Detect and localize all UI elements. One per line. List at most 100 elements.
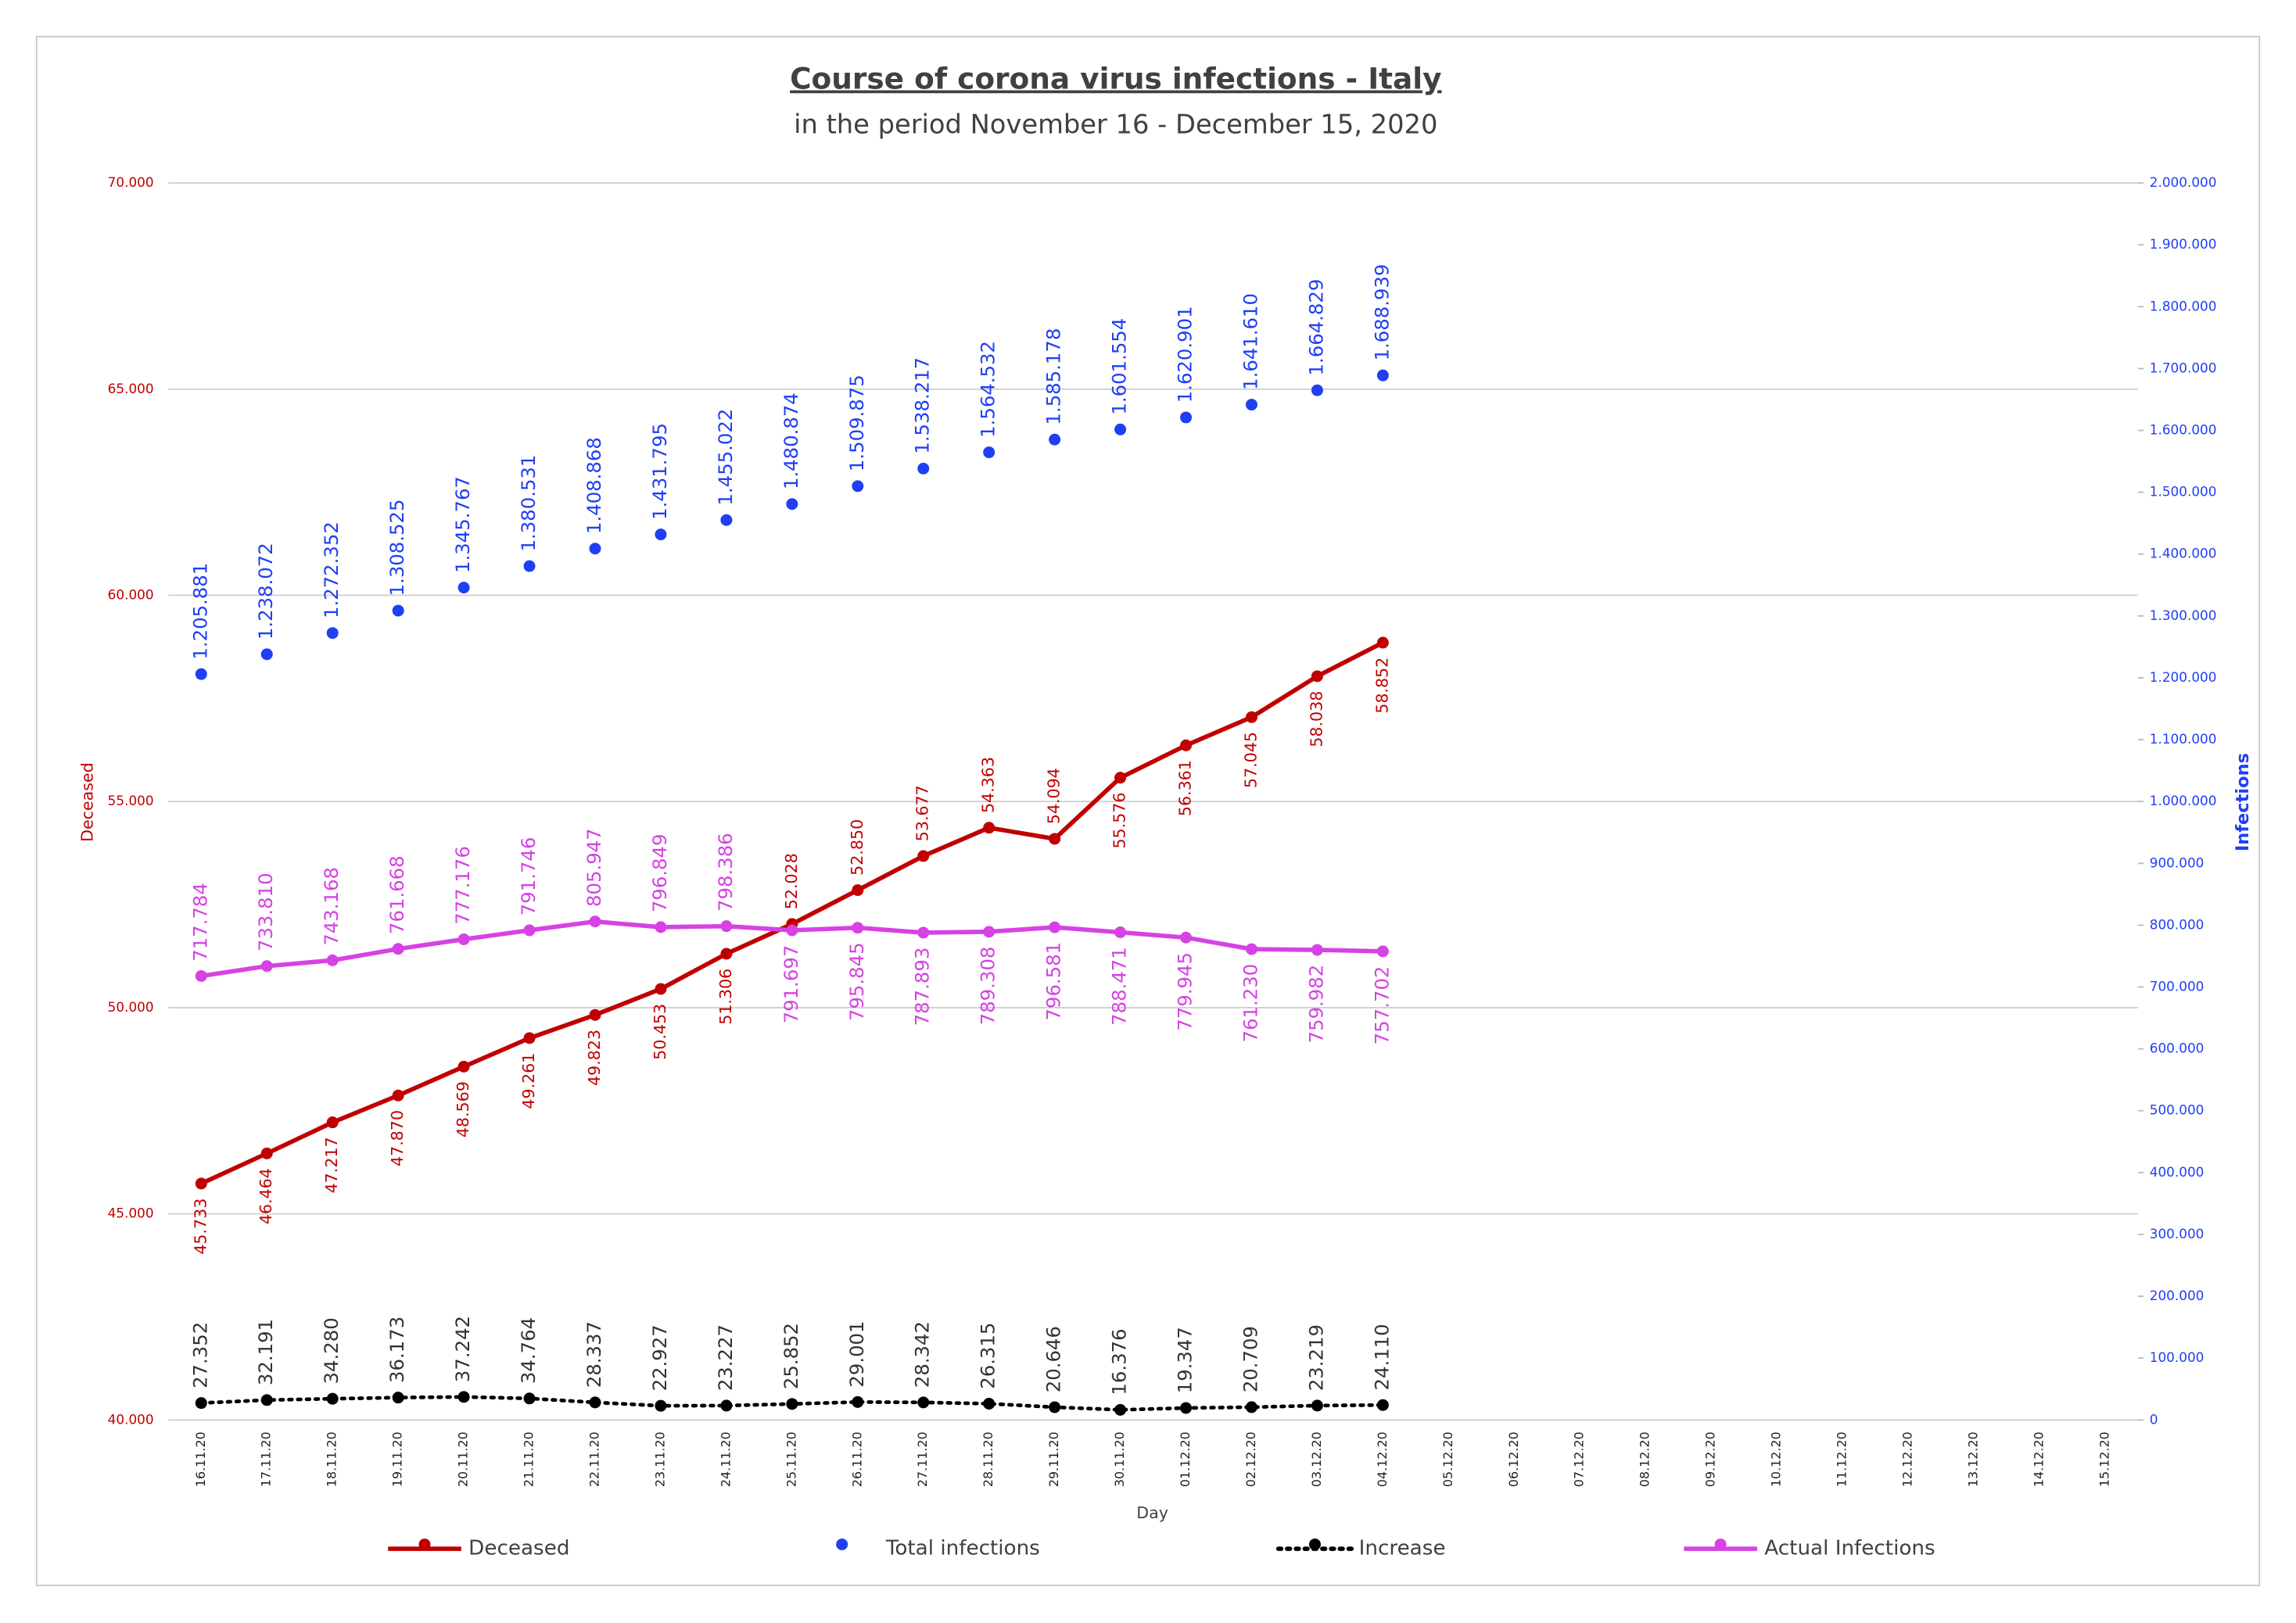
data-label: 789.308 [977,947,999,1026]
x-tick-label: 16.11.20 [193,1431,208,1487]
data-point [523,924,536,937]
data-point [852,1395,864,1408]
data-label: 34.764 [517,1317,540,1384]
y2-tick-label: 1.800.000 [2150,298,2217,313]
data-label: 1.601.554 [1108,318,1131,415]
data-point [917,462,930,475]
y2-tick-label: 700.000 [2150,979,2205,994]
data-point [1114,772,1127,784]
y2-tick-label: 0 [2150,1411,2158,1427]
legend-marker [1714,1538,1727,1550]
data-label: 1.380.531 [517,455,540,552]
data-point [195,668,207,680]
data-point [260,648,273,661]
data-label: 49.261 [519,1053,538,1109]
legend-label: Increase [1359,1537,1446,1560]
y-tick-label: 45.000 [108,1206,154,1221]
x-tick-label: 28.11.20 [981,1431,996,1487]
chart-frame [35,35,2261,1586]
y2-tick-label: 2.000.000 [2150,174,2217,190]
y2-axis-title: Infections [2233,753,2253,851]
data-label: 759.982 [1304,965,1327,1044]
data-label: 761.668 [386,855,408,934]
data-point [852,480,864,493]
y-tick-label: 55.000 [108,793,154,808]
data-point [1180,411,1193,424]
x-tick-label: 17.11.20 [259,1431,274,1487]
data-point [1180,1402,1193,1414]
x-tick-label: 08.12.20 [1638,1431,1652,1487]
data-point [1311,384,1323,396]
data-point [917,926,930,939]
data-point [983,1397,996,1410]
data-point [392,604,404,617]
data-label: 743.168 [320,867,343,946]
data-label: 1.585.178 [1042,328,1065,425]
data-point [523,1392,536,1405]
y-tick-label: 40.000 [108,1411,154,1427]
data-label: 52.850 [848,819,866,876]
data-point [457,1391,470,1403]
data-point [1049,921,1061,933]
data-label: 1.272.352 [320,521,343,618]
data-label: 47.217 [322,1137,341,1193]
x-tick-label: 23.11.20 [652,1431,667,1487]
data-label: 48.569 [454,1081,472,1138]
data-label: 57.045 [1241,732,1260,788]
y2-tick-label: 1.300.000 [2150,607,2217,623]
x-tick-label: 01.12.20 [1178,1431,1193,1487]
data-point [326,1116,339,1129]
y2-tick-label: 400.000 [2150,1164,2205,1180]
data-label: 34.280 [320,1317,343,1384]
x-tick-label: 13.12.20 [1965,1431,1980,1487]
data-point [1311,1399,1323,1412]
y-axis-title: Deceased [77,762,96,842]
y2-tick-label: 800.000 [2150,916,2205,932]
data-label: 54.363 [979,757,998,813]
data-point [195,1177,207,1190]
data-label: 45.733 [191,1198,210,1255]
data-point [1180,739,1193,751]
legend-marker [418,1538,431,1550]
data-label: 796.849 [648,834,671,913]
data-label: 788.471 [1108,947,1131,1026]
x-tick-label: 12.12.20 [1900,1431,1914,1487]
data-label: 796.581 [1042,942,1065,1021]
data-label: 1.408.868 [583,437,605,534]
x-tick-label: 02.12.20 [1243,1431,1258,1487]
legend-marker [1308,1538,1321,1550]
data-label: 29.001 [845,1320,868,1387]
data-label: 37.242 [451,1316,474,1382]
y2-tick-label: 1.600.000 [2150,422,2217,438]
data-point [720,920,733,933]
data-point [1114,423,1127,435]
data-point [326,954,339,966]
y2-tick-label: 1.700.000 [2150,360,2217,375]
data-label: 20.646 [1042,1326,1065,1392]
x-tick-label: 04.12.20 [1375,1431,1390,1487]
x-tick-label: 22.11.20 [587,1431,601,1487]
y2-tick-label: 1.100.000 [2150,731,2217,747]
data-point [1114,1403,1127,1416]
data-point [1311,670,1323,683]
data-point [392,1392,404,1404]
data-point [589,1396,601,1409]
y2-tick-label: 1.500.000 [2150,484,2217,500]
data-label: 1.205.881 [188,563,211,660]
x-tick-label: 14.12.20 [2031,1431,2046,1487]
chart-subtitle: in the period November 16 - December 15,… [794,109,1437,140]
data-point [852,884,864,897]
data-label: 52.028 [782,853,801,909]
data-point [1245,1401,1257,1413]
data-point [1180,931,1193,944]
data-label: 32.191 [254,1319,277,1385]
y2-tick-label: 500.000 [2150,1102,2205,1118]
x-tick-label: 05.12.20 [1440,1431,1455,1487]
data-point [195,969,207,982]
x-tick-label: 11.12.20 [1835,1431,1849,1487]
data-point [1376,1399,1389,1411]
data-label: 1.564.532 [977,341,999,438]
data-label: 757.702 [1370,966,1393,1045]
y-tick-label: 50.000 [108,999,154,1015]
